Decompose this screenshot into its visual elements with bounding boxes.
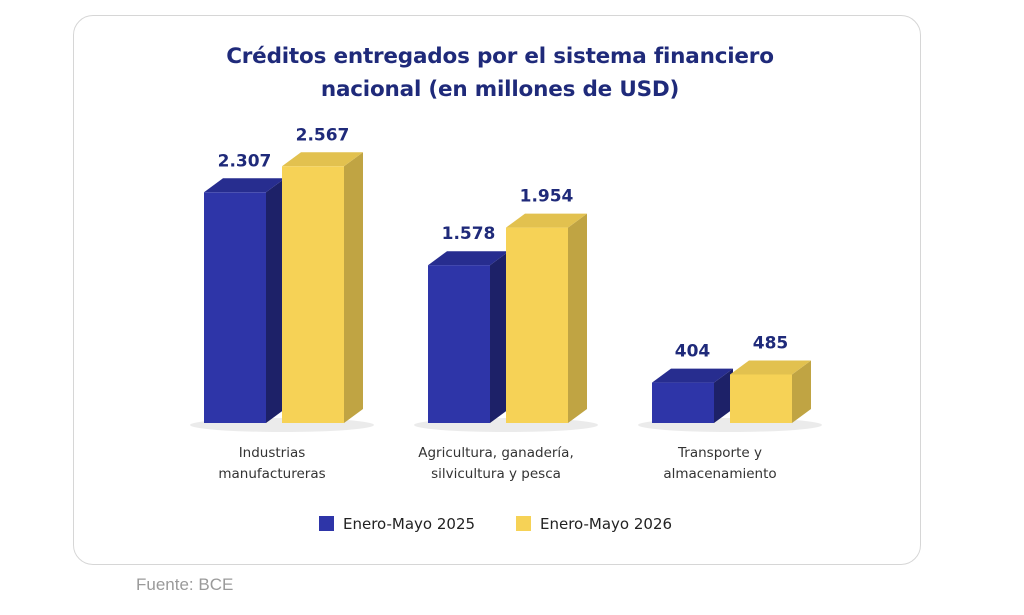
bar [506, 227, 568, 423]
data-label: 2.567 [296, 125, 350, 145]
category-label: silvicultura y pesca [431, 466, 561, 482]
bar-side [344, 152, 363, 424]
bar-side [792, 360, 811, 423]
category-label: Industrias [239, 445, 306, 461]
data-label: 1.578 [442, 224, 496, 244]
bar-side [568, 213, 587, 423]
bar [282, 166, 344, 424]
bar [652, 382, 714, 423]
chart-title-line-1: Créditos entregados por el sistema finan… [226, 44, 774, 69]
bar-top [428, 251, 509, 266]
category-label: almacenamiento [663, 466, 776, 482]
source-note: Fuente: BCE [136, 575, 234, 594]
chart-title: Créditos entregados por el sistema finan… [0, 40, 1000, 106]
bar [730, 374, 792, 423]
bar-top [652, 368, 733, 383]
bar-side [714, 368, 733, 423]
bar-top [204, 178, 285, 193]
bar-side [490, 251, 509, 423]
legend-label: Enero-Mayo 2026 [540, 515, 672, 533]
bar [428, 265, 490, 423]
bar-top [506, 213, 587, 228]
legend-swatch [516, 516, 531, 531]
data-label: 485 [753, 334, 789, 354]
data-label: 2.307 [218, 151, 272, 171]
bar-top [730, 360, 811, 375]
category-label: manufactureras [218, 466, 325, 482]
bar-top [282, 152, 363, 167]
legend-label: Enero-Mayo 2025 [343, 515, 475, 533]
data-label: 1.954 [520, 187, 574, 207]
bar-side [266, 178, 285, 423]
chart-title-line-2: nacional (en millones de USD) [320, 77, 680, 102]
category-label: Transporte y [677, 445, 762, 461]
bar [204, 192, 266, 423]
legend-swatch [319, 516, 334, 531]
data-label: 404 [675, 342, 711, 362]
category-label: Agricultura, ganadería, [418, 445, 574, 461]
